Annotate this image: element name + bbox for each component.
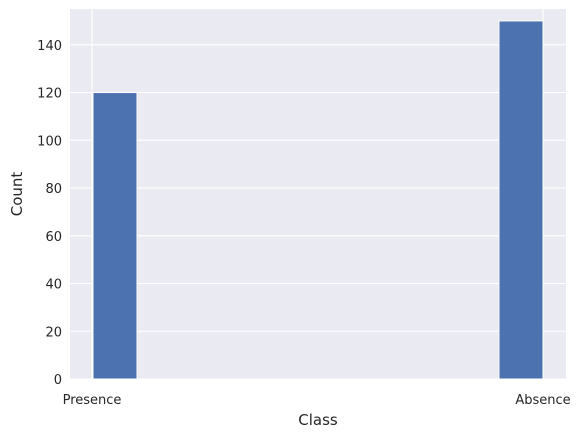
bar-absence (498, 20, 544, 380)
plot-area (70, 9, 566, 379)
y-tick-label: 80 (45, 182, 62, 197)
y-tick-labels: 0 20 40 60 80 100 120 140 (37, 39, 62, 388)
x-tick-label: Absence (515, 393, 570, 408)
bars (92, 20, 544, 380)
y-axis-label: Count (8, 172, 26, 217)
y-tick-label: 0 (54, 373, 62, 388)
y-tick-label: 100 (37, 134, 62, 149)
y-tick-label: 60 (45, 230, 62, 245)
y-tick-label: 40 (45, 278, 62, 293)
x-tick-label: Presence (63, 393, 122, 408)
x-tick-labels: Presence Absence (63, 393, 571, 408)
y-tick-label: 20 (45, 325, 62, 340)
bar-presence (92, 92, 138, 380)
y-tick-label: 140 (37, 39, 62, 54)
y-tick-label: 120 (37, 87, 62, 102)
x-axis-label: Class (298, 411, 338, 429)
